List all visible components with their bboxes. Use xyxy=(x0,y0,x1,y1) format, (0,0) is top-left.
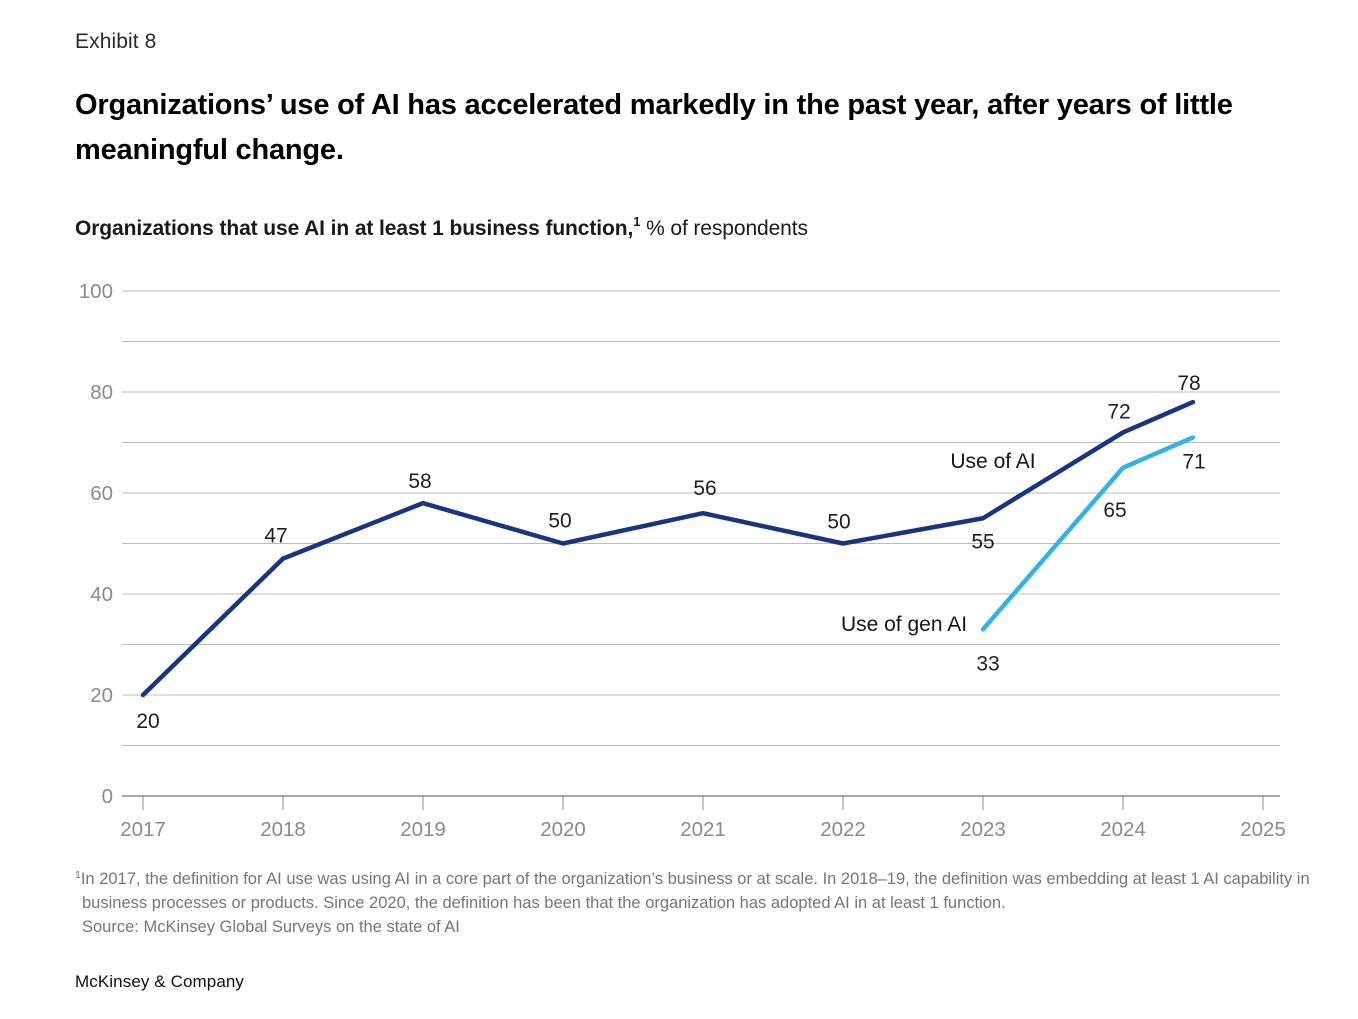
chart-subtitle: Organizations that use AI in at least 1 … xyxy=(75,214,808,241)
data-label: 50 xyxy=(827,511,850,534)
data-label: 50 xyxy=(548,510,571,533)
data-label: 20 xyxy=(136,710,159,733)
company-wordmark: McKinsey & Company xyxy=(75,972,245,991)
y-axis-tick-label: 20 xyxy=(90,684,113,707)
source-line: Source: McKinsey Global Surveys on the s… xyxy=(82,918,460,936)
x-axis-tick-label: 2022 xyxy=(820,818,866,841)
series-label-0: Use of AI xyxy=(950,450,1035,473)
data-label: 47 xyxy=(264,525,287,548)
x-axis-tick-label: 2024 xyxy=(1100,818,1146,841)
series-line-0 xyxy=(140,399,1196,698)
x-axis-tick-label: 2021 xyxy=(680,818,726,841)
data-label: 56 xyxy=(693,477,716,500)
x-axis-tick-label: 2018 xyxy=(260,818,306,841)
series-label-1: Use of gen AI xyxy=(841,613,967,636)
chart-subtitle-bold: Organizations that use AI in at least 1 … xyxy=(75,217,634,240)
y-axis-tick-label: 40 xyxy=(90,583,113,606)
data-label: 78 xyxy=(1177,372,1200,395)
data-label: 71 xyxy=(1182,450,1205,473)
data-label: 72 xyxy=(1107,400,1130,423)
x-axis-tick-label: 2019 xyxy=(400,818,446,841)
y-axis-tick-label: 60 xyxy=(90,482,113,505)
footnote-text: 1In 2017, the definition for AI use was … xyxy=(75,869,1310,912)
data-label: 33 xyxy=(976,652,999,675)
y-axis-tick-label: 80 xyxy=(90,381,113,404)
y-axis-tick-label: 100 xyxy=(79,280,113,303)
x-axis-tick-label: 2025 xyxy=(1240,818,1286,841)
x-axis-tick-label: 2023 xyxy=(960,818,1006,841)
x-axis-tick-label: 2017 xyxy=(120,818,166,841)
exhibit-label: Exhibit 8 xyxy=(75,30,157,53)
x-axis-tick-label: 2020 xyxy=(540,818,586,841)
footnote-marker: 1 xyxy=(75,869,81,881)
chart-subtitle-units: % of respondents xyxy=(640,217,808,240)
data-label: 55 xyxy=(971,530,994,553)
data-label: 65 xyxy=(1103,499,1126,522)
page-title: Organizations’ use of AI has accelerated… xyxy=(75,89,1233,166)
subtitle-footnote-marker: 1 xyxy=(633,214,641,229)
data-label: 58 xyxy=(408,470,431,493)
footnote: 1In 2017, the definition for AI use was … xyxy=(75,867,1353,939)
y-axis-tick-label: 0 xyxy=(102,785,113,808)
series-line-1 xyxy=(980,435,1196,632)
